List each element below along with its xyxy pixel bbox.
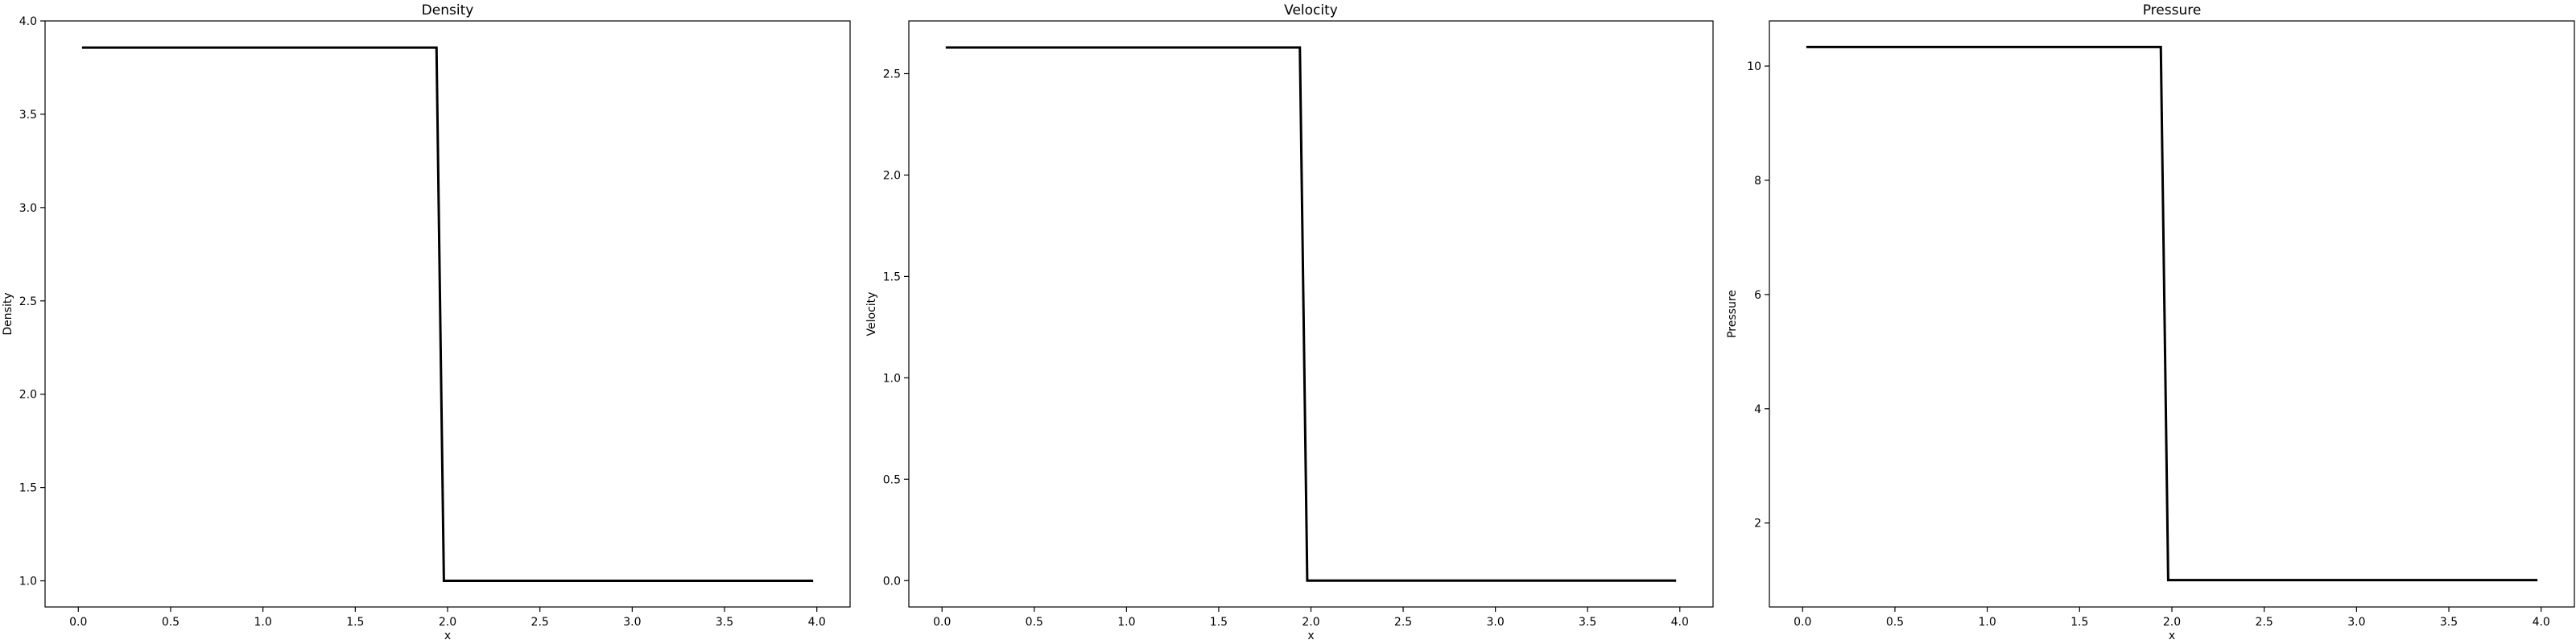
density-y-tick-label: 1.5	[19, 482, 37, 495]
pressure-x-tick-label: 3.0	[2347, 616, 2365, 629]
density-y-tick-label: 4.0	[19, 15, 37, 28]
density-y-tick-label: 3.0	[19, 202, 37, 215]
pressure-y-tick-label: 10	[1747, 60, 1761, 73]
density-y-tick-label: 3.5	[19, 109, 37, 122]
pressure-y-axis-label: Pressure	[1726, 290, 1739, 338]
density-y-axis-label: Density	[2, 292, 14, 335]
pressure-x-tick-label: 3.5	[2440, 616, 2458, 629]
density-x-tick-label: 4.0	[808, 616, 826, 629]
density-x-tick-label: 1.5	[346, 616, 364, 629]
velocity-y-tick-label: 1.0	[883, 372, 901, 385]
density-y-tick-label: 2.0	[19, 389, 37, 402]
velocity-y-tick-label: 0.0	[883, 575, 901, 588]
pressure-x-tick-label: 2.0	[2163, 616, 2181, 629]
density-series-line	[81, 46, 814, 583]
pressure-panel: Pressure 0.0 0.5 1.0 1.5 2.0 2.5 3.0 3.5 4.0 2 4 6 8 1…	[1726, 2, 2575, 642]
velocity-x-tick-label: 0.5	[1026, 616, 1043, 629]
pressure-x-tick-label: 0.0	[1794, 616, 1811, 629]
velocity-x-tick-label: 3.0	[1486, 616, 1504, 629]
velocity-y-tick-label: 0.5	[883, 473, 901, 486]
velocity-x-tick-label: 1.0	[1117, 616, 1135, 629]
density-x-tick-label: 0.5	[162, 616, 180, 629]
density-title: Density	[422, 2, 474, 19]
pressure-y-tick-label: 2	[1754, 518, 1761, 530]
density-y-tick-label: 1.0	[19, 576, 37, 588]
velocity-y-axis-label: Velocity	[865, 292, 878, 336]
pressure-y-tick-label: 6	[1754, 289, 1761, 302]
density-panel: Density 0.0 0.5 1.0 1.5 2.0 2.5 3.0 3.5 4.0 1.0 1.5…	[2, 2, 851, 642]
pressure-x-tick-label: 1.5	[2070, 616, 2088, 629]
pressure-x-axis-label: x	[2169, 630, 2175, 642]
velocity-y-tick-label: 1.5	[883, 270, 901, 283]
density-y-tick-label: 2.5	[19, 295, 37, 308]
pressure-x-tick-label: 0.5	[1886, 616, 1904, 629]
velocity-series-line	[945, 46, 1677, 582]
density-x-tick-label: 1.0	[254, 616, 272, 629]
pressure-x-tick-label: 2.5	[2256, 616, 2273, 629]
velocity-x-tick-label: 2.5	[1394, 616, 1412, 629]
velocity-y-tick-label: 2.5	[883, 68, 901, 80]
density-x-tick-label: 2.0	[439, 616, 456, 629]
density-x-tick-label: 0.0	[69, 616, 87, 629]
pressure-series-line	[1806, 45, 2538, 582]
velocity-x-tick-label: 0.0	[933, 616, 951, 629]
velocity-panel: Velocity 0.0 0.5 1.0 1.5 2.0 2.5 3.0 3.5 4.0 0.0 0.…	[865, 2, 1714, 642]
density-x-tick-label: 2.5	[531, 616, 549, 629]
density-x-axis-label: x	[444, 630, 451, 642]
velocity-x-tick-label: 3.5	[1579, 616, 1596, 629]
velocity-x-tick-label: 4.0	[1671, 616, 1689, 629]
pressure-x-tick-label: 4.0	[2533, 616, 2550, 629]
pressure-y-tick-label: 8	[1754, 175, 1761, 188]
velocity-y-tick-label: 2.0	[883, 169, 901, 182]
pressure-y-tick-label: 4	[1754, 403, 1761, 416]
velocity-x-axis-label: x	[1307, 630, 1314, 642]
velocity-title: Velocity	[1284, 2, 1338, 19]
pressure-x-tick-label: 1.0	[1979, 616, 1996, 629]
velocity-x-tick-label: 2.0	[1302, 616, 1319, 629]
pressure-title: Pressure	[2143, 2, 2202, 19]
density-x-tick-label: 3.5	[716, 616, 733, 629]
density-x-tick-label: 3.0	[623, 616, 641, 629]
velocity-x-tick-label: 1.5	[1210, 616, 1228, 629]
